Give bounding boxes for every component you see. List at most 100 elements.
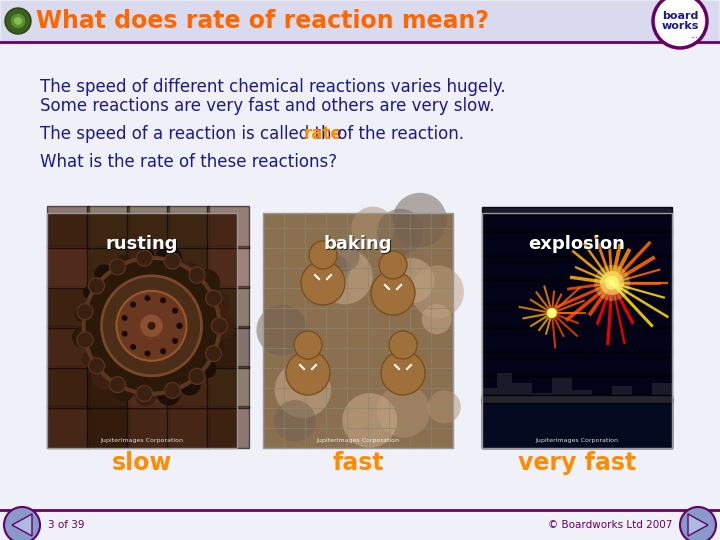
Text: The speed of different chemical reactions varies hugely.: The speed of different chemical reaction… [40, 78, 505, 96]
Circle shape [172, 338, 178, 344]
Circle shape [189, 368, 205, 384]
FancyBboxPatch shape [87, 326, 129, 368]
FancyBboxPatch shape [482, 399, 672, 424]
FancyBboxPatch shape [482, 279, 672, 304]
Circle shape [89, 278, 104, 294]
Circle shape [136, 386, 153, 401]
Circle shape [241, 414, 291, 463]
FancyBboxPatch shape [482, 207, 672, 232]
FancyBboxPatch shape [47, 246, 89, 288]
Circle shape [176, 323, 182, 329]
FancyBboxPatch shape [47, 213, 237, 448]
Circle shape [286, 351, 330, 395]
Text: What is the rate of these reactions?: What is the rate of these reactions? [40, 153, 337, 171]
Text: explosion: explosion [530, 236, 626, 254]
Circle shape [371, 271, 415, 315]
FancyBboxPatch shape [167, 286, 209, 328]
Circle shape [145, 295, 150, 301]
FancyBboxPatch shape [482, 351, 672, 376]
FancyBboxPatch shape [482, 213, 672, 448]
Polygon shape [688, 514, 708, 536]
Circle shape [417, 227, 438, 249]
Circle shape [176, 370, 204, 399]
FancyBboxPatch shape [47, 286, 89, 328]
FancyBboxPatch shape [482, 255, 672, 280]
Circle shape [282, 376, 316, 410]
FancyBboxPatch shape [207, 206, 249, 248]
FancyBboxPatch shape [87, 366, 129, 408]
Circle shape [160, 348, 166, 354]
Text: baking: baking [324, 235, 392, 253]
Text: of the reaction.: of the reaction. [332, 125, 464, 143]
Circle shape [194, 355, 220, 382]
FancyBboxPatch shape [207, 246, 249, 288]
Text: © Boardworks Ltd 2007: © Boardworks Ltd 2007 [548, 520, 672, 530]
FancyBboxPatch shape [127, 406, 169, 448]
Circle shape [547, 308, 557, 318]
Circle shape [255, 283, 312, 340]
Circle shape [70, 325, 95, 350]
FancyBboxPatch shape [263, 213, 453, 448]
FancyBboxPatch shape [47, 206, 89, 248]
Circle shape [164, 382, 181, 399]
Circle shape [130, 302, 136, 308]
Circle shape [189, 267, 205, 284]
FancyBboxPatch shape [127, 366, 169, 408]
FancyBboxPatch shape [207, 286, 249, 328]
Circle shape [136, 247, 155, 266]
FancyBboxPatch shape [167, 206, 209, 248]
Text: board: board [662, 11, 698, 21]
Circle shape [212, 318, 228, 334]
FancyBboxPatch shape [482, 395, 672, 403]
Text: The speed of a reaction is called the: The speed of a reaction is called the [40, 125, 347, 143]
Circle shape [158, 247, 180, 269]
Circle shape [605, 276, 619, 290]
Circle shape [379, 251, 407, 279]
Circle shape [374, 205, 401, 233]
Circle shape [115, 382, 132, 399]
Circle shape [400, 316, 450, 366]
FancyBboxPatch shape [482, 231, 672, 256]
Circle shape [178, 255, 202, 279]
Circle shape [206, 290, 222, 306]
Circle shape [309, 241, 337, 269]
Text: rusting: rusting [106, 235, 179, 253]
Circle shape [208, 339, 228, 358]
Polygon shape [12, 514, 32, 536]
FancyBboxPatch shape [127, 286, 169, 328]
Circle shape [94, 367, 115, 388]
Circle shape [77, 280, 102, 305]
Circle shape [206, 346, 222, 361]
Text: JupiterImages Corporation: JupiterImages Corporation [101, 438, 184, 443]
FancyBboxPatch shape [482, 327, 672, 352]
FancyBboxPatch shape [0, 0, 720, 42]
FancyBboxPatch shape [127, 246, 169, 288]
Circle shape [381, 351, 425, 395]
Circle shape [198, 274, 215, 292]
Text: Some reactions are very fast and others are very slow.: Some reactions are very fast and others … [40, 97, 495, 115]
Circle shape [609, 280, 615, 286]
Circle shape [594, 265, 630, 301]
FancyBboxPatch shape [47, 326, 89, 368]
Circle shape [680, 507, 716, 540]
Circle shape [77, 332, 93, 348]
Circle shape [293, 364, 347, 418]
Circle shape [95, 266, 113, 283]
Text: slow: slow [112, 451, 172, 475]
Circle shape [14, 17, 22, 25]
Text: rusting: rusting [107, 236, 179, 254]
Circle shape [145, 350, 150, 356]
FancyBboxPatch shape [167, 406, 209, 448]
Text: rate: rate [304, 125, 343, 143]
Circle shape [303, 301, 327, 326]
Circle shape [10, 13, 26, 29]
Text: very fast: very fast [518, 451, 636, 475]
Circle shape [84, 258, 220, 394]
Circle shape [122, 315, 127, 321]
FancyBboxPatch shape [127, 326, 169, 368]
Circle shape [280, 346, 314, 381]
Text: JupiterImages Corporation: JupiterImages Corporation [536, 438, 618, 443]
Circle shape [389, 331, 417, 359]
FancyBboxPatch shape [47, 406, 89, 448]
FancyBboxPatch shape [47, 366, 89, 408]
